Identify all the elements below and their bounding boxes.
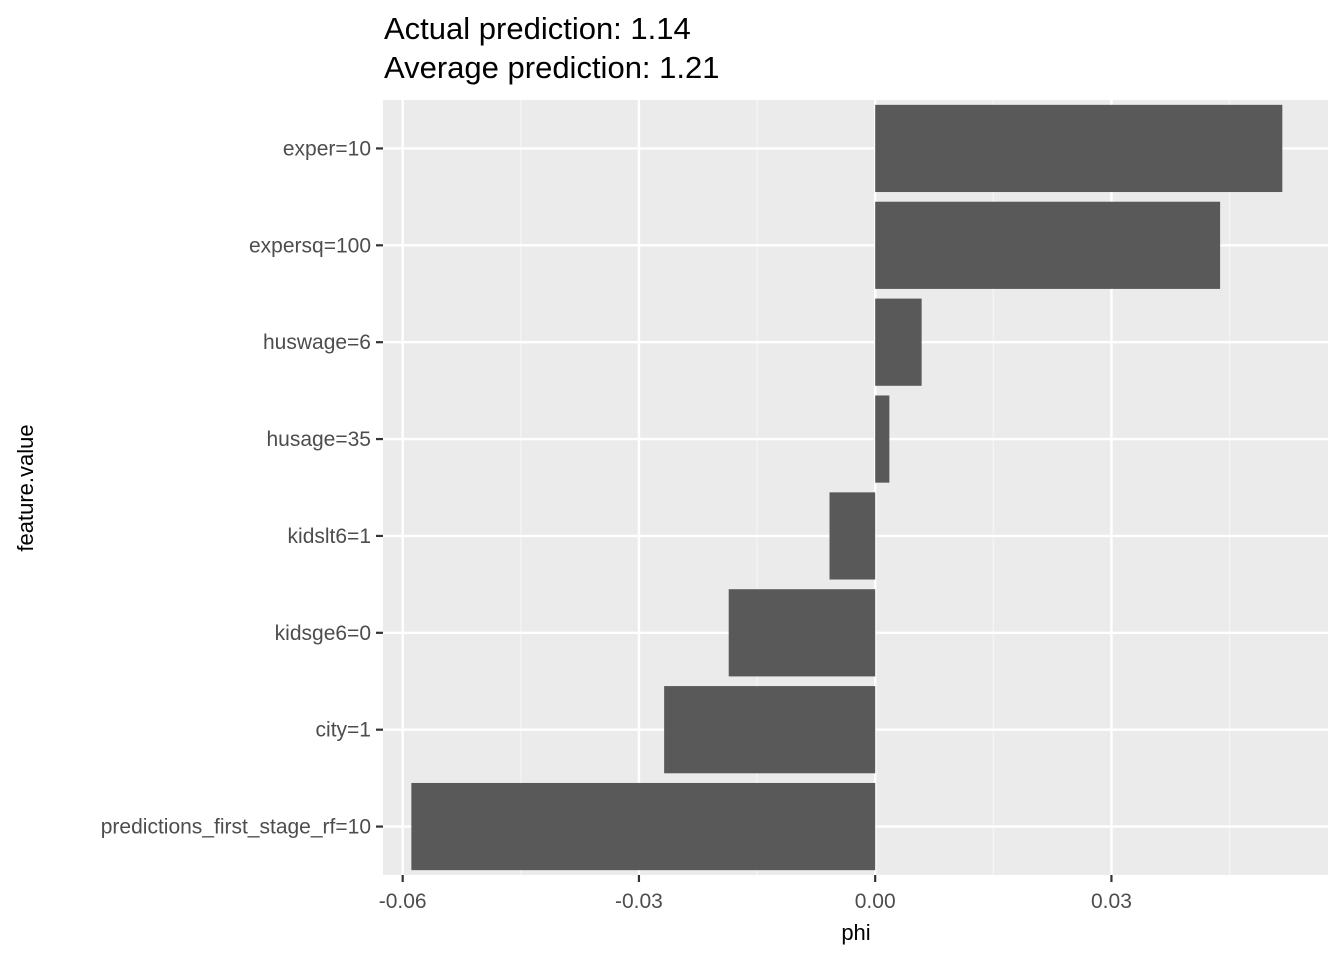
bar-6: [664, 686, 876, 774]
bar-3: [875, 395, 890, 483]
x-tick-label: -0.06: [379, 890, 427, 913]
bar-7: [411, 782, 876, 871]
bar-2: [875, 298, 922, 386]
bar-1: [875, 201, 1221, 289]
x-tick-label: -0.03: [615, 890, 663, 913]
y-tick-label: expersq=100: [249, 234, 371, 257]
y-tick-label: husage=35: [266, 428, 371, 451]
x-tick-label: 0.00: [855, 890, 896, 913]
y-tick-label: exper=10: [283, 137, 371, 160]
chart-title-line-2: Average prediction: 1.21: [384, 50, 720, 85]
bar-4: [829, 492, 876, 580]
bar-5: [728, 589, 876, 677]
y-axis-title: feature.value: [13, 424, 38, 551]
x-tick-label: 0.03: [1091, 890, 1132, 913]
y-tick-label: kidslt6=1: [288, 525, 371, 548]
y-tick-label: predictions_first_stage_rf=10: [101, 816, 371, 839]
bar-0: [875, 104, 1283, 193]
x-axis: -0.06 -0.03 0.00 0.03: [379, 875, 1132, 913]
y-tick-label: city=1: [316, 719, 371, 742]
chart-title-line-1: Actual prediction: 1.14: [384, 11, 691, 46]
y-tick-label: huswage=6: [263, 331, 371, 354]
bars: [411, 104, 1283, 871]
y-tick-label: kidsge6=0: [275, 622, 371, 645]
x-axis-title: phi: [841, 920, 870, 945]
y-axis: exper=10 expersq=100 huswage=6 husage=35 kid…: [101, 137, 383, 839]
